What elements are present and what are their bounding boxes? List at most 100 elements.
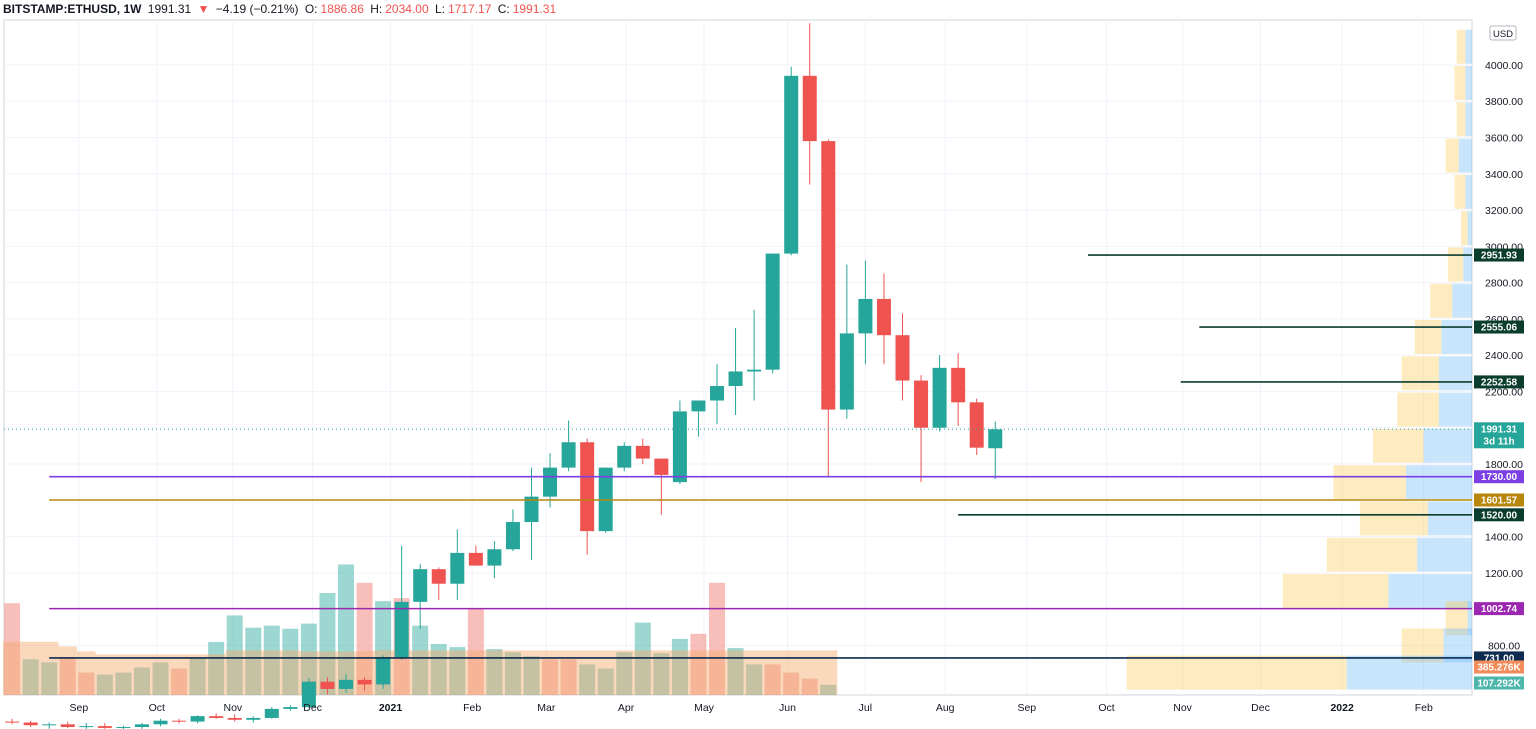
volume-bar [597,668,614,695]
candle-body [561,442,576,468]
candle-body [97,726,112,728]
candle-body [172,720,187,722]
volume-badge-text: 107.292K [1477,679,1521,690]
candle-body [23,722,38,726]
candle-body [134,724,149,728]
down-arrow-icon: ▼ [197,2,210,16]
volume-profile-yellow [1454,66,1466,101]
volume-bar [208,641,225,695]
candle-body [988,429,1003,449]
x-tick-label: 2022 [1330,702,1354,714]
open-value: 1886.86 [320,2,364,16]
candle-body [951,367,966,403]
candle-body [116,727,131,729]
volume-profile-yellow [1430,283,1453,318]
y-tick-label: 3800.00 [1485,96,1523,108]
y-tick-label: 3600.00 [1485,132,1523,144]
y-tick-label: 2800.00 [1485,278,1523,290]
volume-bar [41,662,58,695]
candle-body [413,569,428,602]
volume-profile-yellow [1326,537,1417,572]
y-tick-label: 4000.00 [1485,60,1523,72]
high-label: H: [370,2,383,16]
volume-profile-yellow [1461,211,1468,246]
candle-body [895,335,910,381]
y-tick-label: 1200.00 [1485,568,1523,580]
volume-profile-blue [1428,501,1472,536]
candle-body [264,708,279,718]
level-badge-bg [1474,508,1524,522]
volume-bar [820,684,837,695]
volume-profile-blue [1439,356,1472,391]
volume-bar [189,658,206,695]
volume-profile-yellow [1445,138,1459,173]
candle-body [654,458,669,475]
volume-bar [152,662,169,695]
volume-profile [1126,29,1472,690]
candle-body [190,716,205,722]
candle-body [728,371,743,386]
candle-body [505,522,520,550]
last-price-badge-text: 1991.31 [1481,424,1518,435]
volume-profile-blue [1467,211,1472,246]
volume-bar [486,649,503,695]
last-price-badge-bg [1474,422,1524,449]
candle-body [765,253,780,370]
volume-bar [338,564,354,695]
volume-bar [133,667,150,695]
volume-badge-bg [1474,676,1524,690]
price-badges: 2951.93 2555.06 2252.58 1730.00 1601.57 1520.… [1474,248,1524,690]
horizontal-levels[interactable] [4,254,1472,659]
level-badge-text: 2555.06 [1481,323,1518,334]
candle-body [876,298,891,336]
axes: 800.001200.001400.001800.002000.002200.0… [70,25,1523,714]
x-tick-label: Feb [463,702,481,714]
volume-bar [449,647,466,695]
volume-bar [22,659,39,695]
level-badge-text: 1601.57 [1481,495,1518,506]
candle-body [209,716,224,718]
candle-body [802,75,817,142]
volume-profile-blue [1406,465,1472,500]
grid-lines [3,19,1473,696]
candle-body [450,552,465,584]
currency-label: USD [1493,29,1513,40]
candle-body [635,445,650,459]
high-value: 2034.00 [385,2,429,16]
volume-bar [282,628,299,695]
x-tick-label: Feb [1415,702,1433,714]
volume-profile-yellow [1401,356,1439,391]
x-tick-label: Nov [224,702,243,714]
candle-body [301,681,316,708]
candles[interactable] [5,23,1003,729]
volume-profile-blue [1452,283,1472,318]
volume-ma-badge-bg [1474,660,1524,674]
candle-body [320,681,335,689]
candle-body [858,298,873,334]
y-tick-label: 2400.00 [1485,350,1523,362]
x-tick-label: 2021 [379,702,403,714]
x-tick-label: Aug [936,702,955,714]
level-badge-text: 731.00 [1484,653,1515,664]
x-tick-label: Sep [70,702,89,714]
volume-bar [467,608,484,695]
y-tick-label: 1800.00 [1485,459,1523,471]
volume-bar [634,622,651,695]
x-tick-label: May [694,702,715,714]
volume-profile-blue [1388,573,1472,608]
x-tick-label: Oct [1098,702,1114,714]
volume-profile-blue [1465,29,1472,64]
y-tick-label: 800.00 [1488,640,1520,652]
candle-body [153,720,168,725]
volume-bar [96,674,113,695]
symbol-title[interactable]: BITSTAMP:ETHUSD, 1W [3,2,142,16]
volume-bar [504,652,521,695]
candle-body [5,721,20,723]
level-badge-text: 2951.93 [1481,251,1518,262]
y-tick-label: 3200.00 [1485,205,1523,217]
level-badge-text: 1520.00 [1481,510,1518,521]
level-badge-text: 1002.74 [1481,604,1518,615]
volume-profile-yellow [1456,102,1466,137]
level-badge-bg [1474,602,1524,616]
